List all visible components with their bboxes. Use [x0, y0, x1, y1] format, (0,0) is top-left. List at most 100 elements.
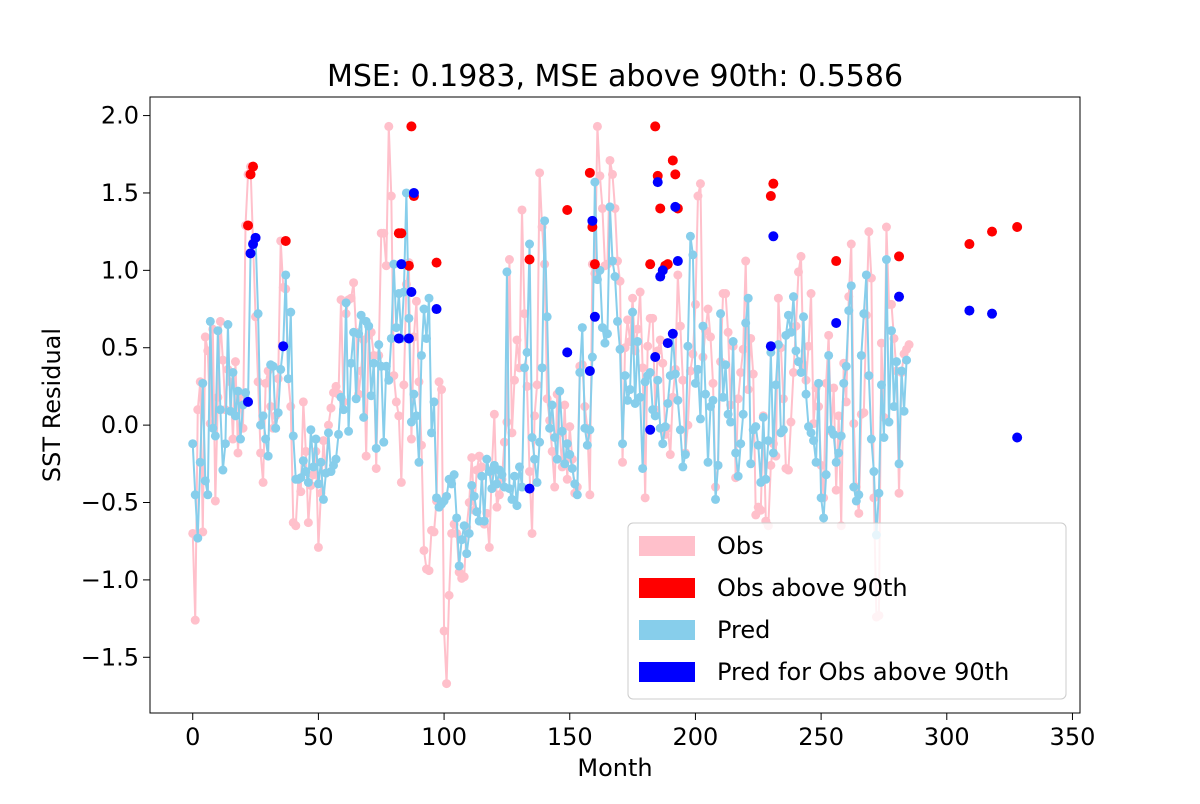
- pred-above-point: [657, 265, 668, 276]
- obs-above-point: [403, 260, 414, 271]
- pred-point: [288, 431, 298, 441]
- obs-point: [261, 378, 271, 388]
- obs-point: [831, 485, 841, 495]
- pred-above-point: [645, 424, 656, 435]
- obs-point: [864, 227, 874, 237]
- pred-point: [565, 450, 575, 460]
- pred-point: [673, 395, 683, 405]
- pred-point: [675, 425, 685, 435]
- pred-point: [522, 347, 532, 357]
- obs-point: [756, 505, 766, 515]
- pred-point: [592, 275, 602, 285]
- pred-point: [721, 360, 731, 370]
- pred-point: [507, 494, 517, 504]
- obs-above-point: [894, 251, 905, 262]
- obs-above-point: [431, 257, 442, 268]
- pred-point: [210, 431, 220, 441]
- pred-point: [497, 470, 507, 480]
- pred-above-point: [667, 328, 678, 339]
- pred-point: [371, 443, 381, 453]
- obs-point: [783, 465, 793, 475]
- pred-point: [560, 459, 570, 469]
- obs-point: [746, 333, 756, 343]
- pred-point: [281, 270, 291, 280]
- obs-above-point: [1012, 222, 1023, 233]
- pred-above-point: [562, 347, 573, 358]
- obs-point: [509, 375, 519, 385]
- pred-point: [680, 450, 690, 460]
- pred-point: [273, 408, 283, 418]
- obs-point: [439, 626, 449, 636]
- pred-point: [452, 513, 462, 523]
- pred-above-point: [987, 308, 998, 319]
- pred-point: [514, 462, 524, 472]
- pred-point: [512, 501, 522, 511]
- obs-point: [675, 321, 685, 331]
- pred-point: [369, 358, 379, 368]
- obs-above-point: [765, 191, 776, 202]
- pred-point: [653, 375, 663, 385]
- obs-point: [419, 545, 429, 555]
- obs-point: [881, 222, 891, 232]
- pred-point: [824, 350, 834, 360]
- pred-point: [846, 281, 856, 291]
- pred-point: [829, 429, 839, 439]
- pred-above-point: [662, 338, 673, 349]
- pred-point: [213, 326, 223, 336]
- obs-point: [733, 394, 743, 404]
- pred-point: [874, 488, 884, 498]
- x-tick-label: 200: [673, 723, 719, 751]
- pred-point: [484, 467, 494, 477]
- pred-point: [509, 471, 519, 481]
- pred-point: [379, 437, 389, 447]
- obs-point: [318, 436, 328, 446]
- obs-point: [303, 518, 313, 528]
- obs-point: [215, 316, 225, 326]
- pred-point: [628, 307, 638, 317]
- obs-point: [793, 267, 803, 277]
- pred-point: [562, 439, 572, 449]
- obs-point: [550, 482, 560, 492]
- obs-point: [291, 521, 301, 531]
- legend-swatch: [639, 662, 695, 682]
- pred-point: [467, 480, 477, 490]
- obs-point: [678, 375, 688, 385]
- obs-point: [695, 179, 705, 189]
- pred-above-series: [243, 177, 1023, 494]
- pred-point: [235, 434, 245, 444]
- pred-point: [613, 316, 623, 326]
- obs-above-point: [248, 161, 259, 172]
- pred-point: [892, 357, 902, 367]
- pred-point: [306, 425, 316, 435]
- pred-point: [454, 561, 464, 571]
- pred-above-point: [1012, 432, 1023, 443]
- pred-point: [535, 437, 545, 447]
- obs-point: [796, 251, 806, 261]
- pred-point: [286, 307, 296, 317]
- legend: Obs Obs above 90th Pred Pred for Obs above …: [627, 522, 1067, 700]
- pred-point: [778, 425, 788, 435]
- pred-point: [311, 434, 321, 444]
- pred-point: [336, 392, 346, 402]
- obs-point: [406, 434, 416, 444]
- pred-point: [859, 309, 869, 319]
- obs-point: [706, 332, 716, 342]
- pred-above-point: [431, 304, 442, 315]
- pred-point: [866, 434, 876, 444]
- x-axis-label: Month: [577, 754, 652, 782]
- pred-point: [620, 371, 630, 381]
- obs-point: [193, 405, 203, 415]
- pred-point: [650, 411, 660, 421]
- obs-point: [200, 332, 210, 342]
- obs-point: [527, 528, 537, 538]
- pred-point: [555, 386, 565, 396]
- obs-point: [854, 508, 864, 518]
- pred-point: [831, 457, 841, 467]
- pred-point: [590, 177, 600, 187]
- pred-point: [198, 378, 208, 388]
- obs-point: [607, 169, 617, 179]
- pred-point: [364, 321, 374, 331]
- obs-point: [741, 256, 751, 266]
- pred-point: [713, 460, 723, 470]
- pred-point: [253, 309, 263, 319]
